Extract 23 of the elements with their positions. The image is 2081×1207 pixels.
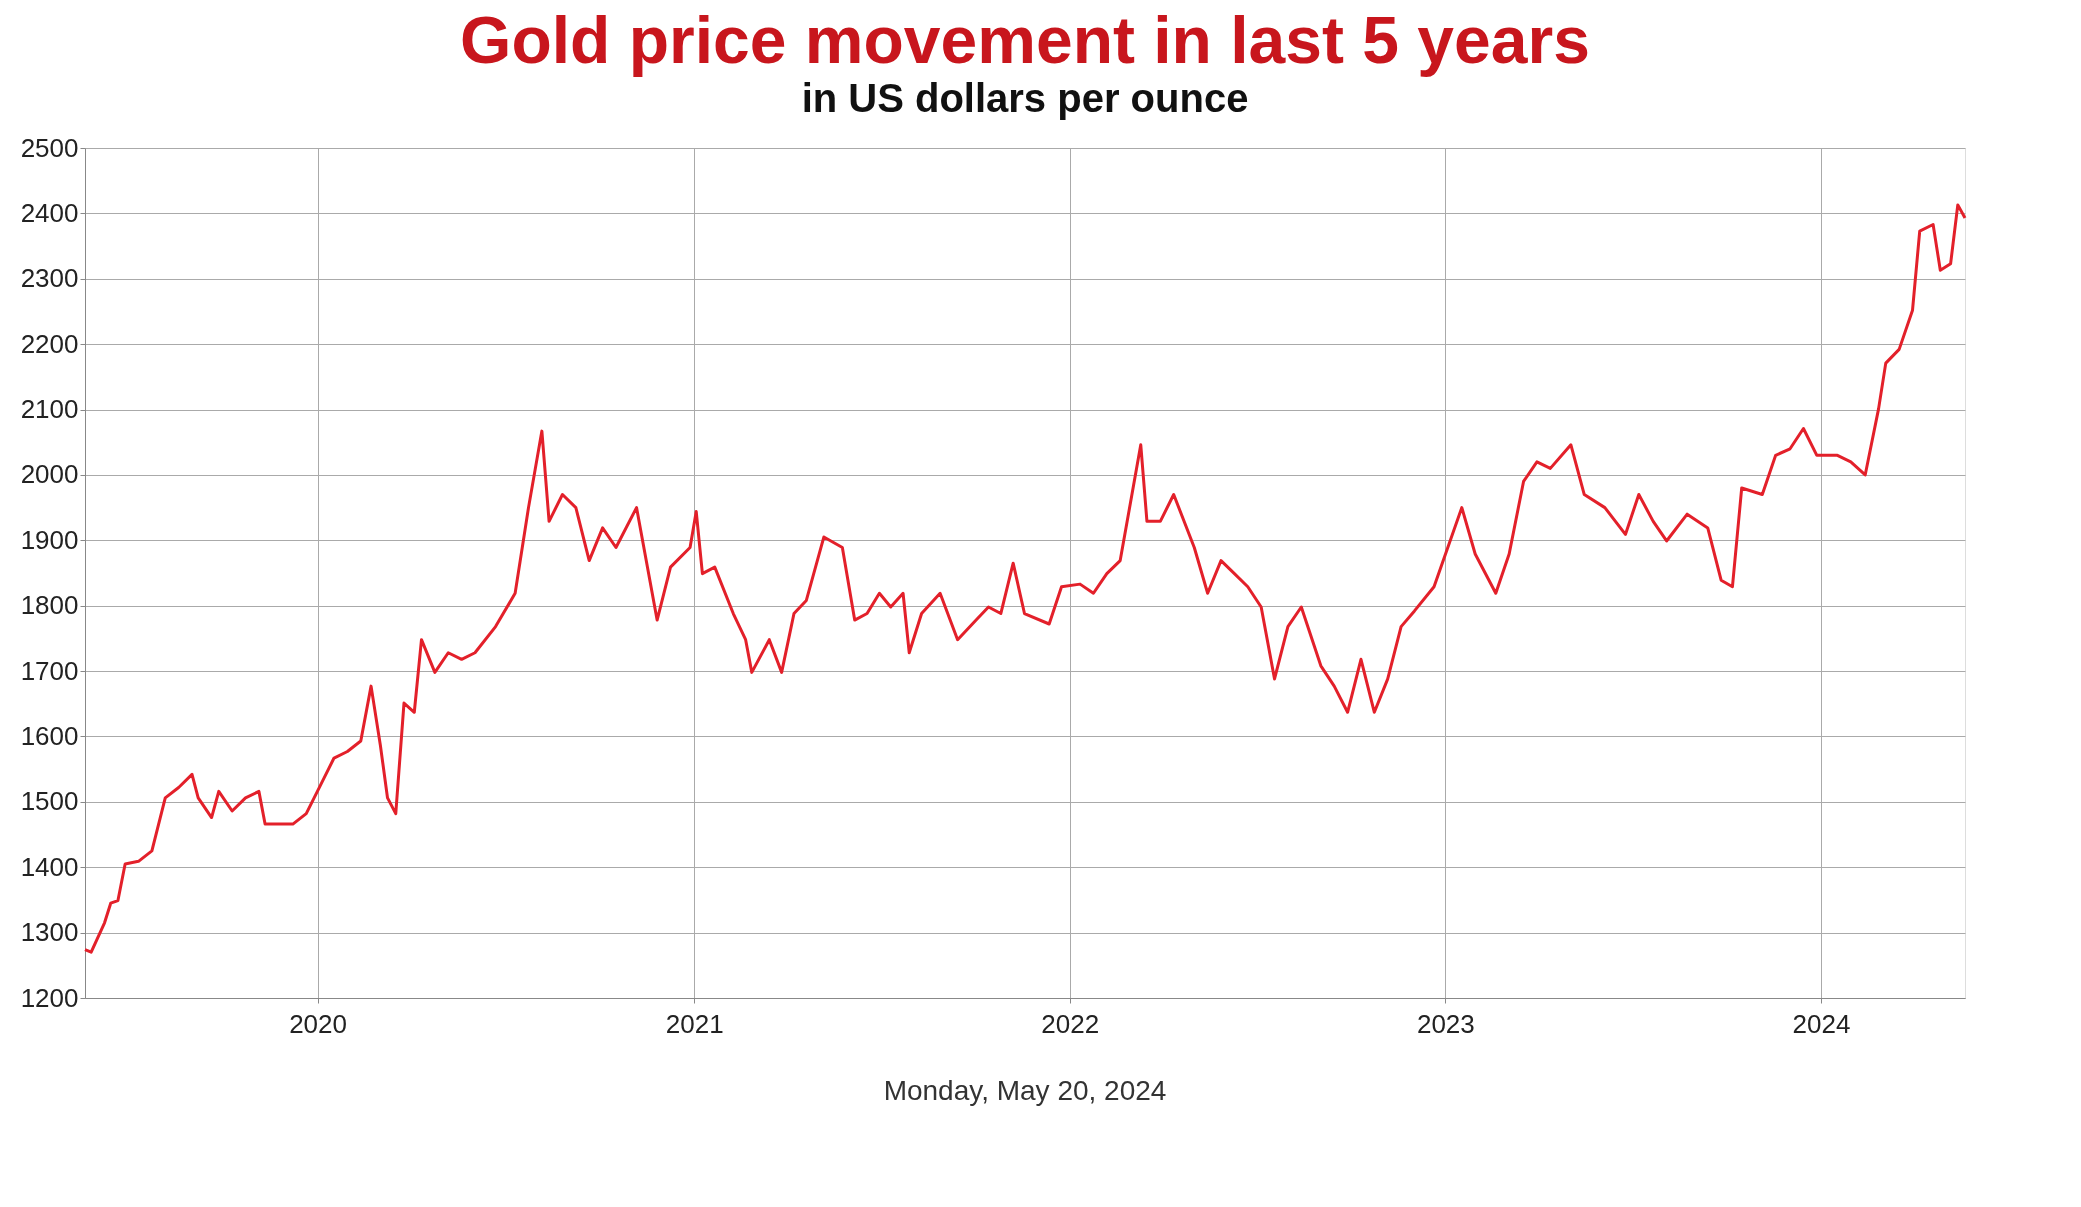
y-tick-label: 2500 — [20, 132, 79, 163]
y-tick-label: 1500 — [20, 786, 79, 817]
y-tick-label: 2100 — [20, 394, 79, 425]
y-tick-label: 2400 — [20, 197, 79, 228]
y-tick-label: 2000 — [20, 459, 79, 490]
x-tick-label: 2020 — [289, 1008, 347, 1039]
x-tick-label: 2024 — [1792, 1008, 1851, 1039]
y-tick-label: 1800 — [20, 590, 79, 621]
x-tick-label: 2021 — [665, 1008, 724, 1039]
y-tick-label: 1700 — [20, 655, 79, 686]
y-tick-label: 2200 — [20, 328, 79, 359]
y-tick-label: 1900 — [20, 524, 79, 555]
x-tick-label: 2023 — [1416, 1008, 1475, 1039]
text: Monday, May 20, 2024 — [883, 1075, 1167, 1106]
y-tick-label: 1400 — [20, 851, 79, 882]
y-tick-label: 2300 — [20, 263, 79, 294]
line-series — [83, 203, 1967, 954]
x-tick-label: 2022 — [1041, 1008, 1100, 1039]
y-tick-label: 1600 — [20, 720, 79, 751]
chart-subtitle: in US dollars per ounce — [801, 76, 1249, 120]
y-tick-label: 1200 — [20, 982, 79, 1013]
chart-title: Gold price movement in last 5 years — [460, 3, 1590, 77]
y-tick-label: 1300 — [20, 917, 79, 948]
